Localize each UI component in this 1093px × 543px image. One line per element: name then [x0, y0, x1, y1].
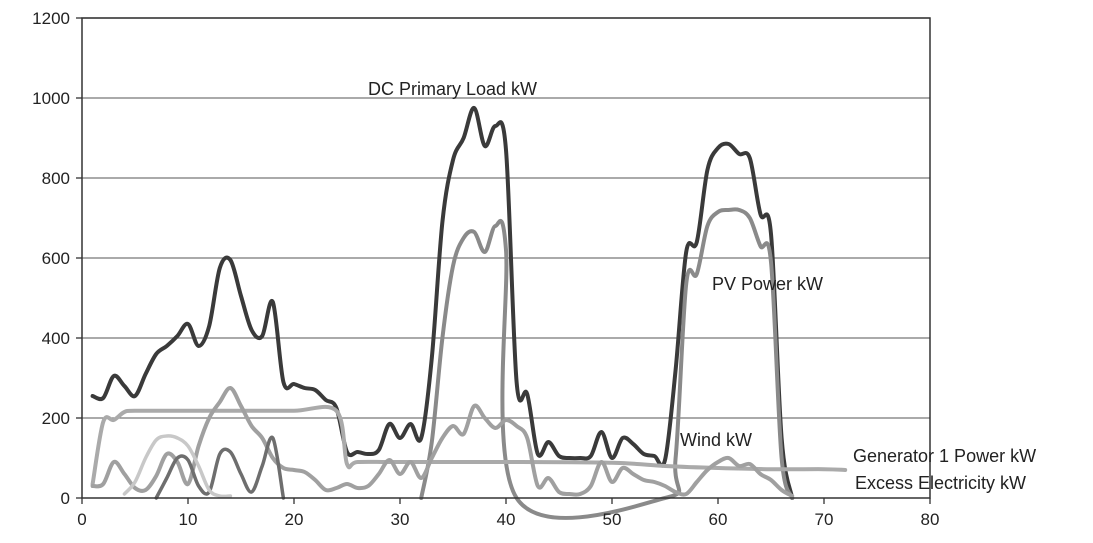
x-tick-label: 80: [921, 510, 940, 529]
plot-frame: [81, 17, 931, 499]
annotation-excess-electricity: Excess Electricity kW: [855, 473, 1026, 493]
annotation-dc-primary-load: DC Primary Load kW: [368, 79, 537, 99]
x-tick-label: 0: [77, 510, 86, 529]
x-tick-label: 20: [285, 510, 304, 529]
y-tick-label: 400: [42, 329, 70, 348]
y-tick-label: 1200: [32, 9, 70, 28]
series-line-excess-electricity-kw: [154, 435, 286, 500]
x-tick-label: 30: [391, 510, 410, 529]
series-line-dc-primary-load-kw: [90, 105, 795, 500]
y-tick-label: 200: [42, 409, 70, 428]
y-tick-label: 600: [42, 249, 70, 268]
y-tick-label: 800: [42, 169, 70, 188]
x-tick-label: 50: [603, 510, 622, 529]
series-lines: [90, 105, 848, 520]
x-tick-label: 40: [497, 510, 516, 529]
gridlines: [82, 17, 930, 419]
series-line-generator-1-power-kw: [90, 404, 848, 486]
annotation-generator-1-power: Generator 1 Power kW: [853, 446, 1036, 466]
series-line-wind-kw: [90, 386, 795, 498]
annotation-pv-power: PV Power kW: [712, 274, 823, 294]
series-line-pv-power-kw: [419, 207, 795, 520]
axes: [76, 17, 931, 504]
y-tick-label: 1000: [32, 89, 70, 108]
y-tick-label: 0: [61, 489, 70, 508]
tick-labels: 0 200 400 600 800 1000 1200 0 10 20 30 40 50 60 70 80: [32, 9, 939, 529]
x-tick-label: 10: [179, 510, 198, 529]
series-line-wind-kw-secondary: [122, 434, 233, 499]
x-tick-label: 70: [815, 510, 834, 529]
x-tick-label: 60: [709, 510, 728, 529]
annotation-wind: Wind kW: [680, 430, 752, 450]
